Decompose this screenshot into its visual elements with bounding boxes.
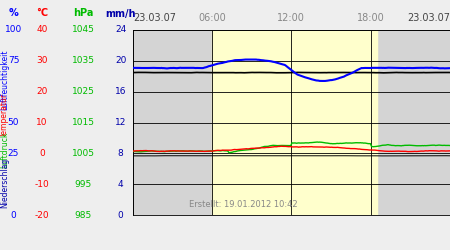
Bar: [212, 30, 378, 215]
Text: 0: 0: [11, 210, 16, 220]
Text: -20: -20: [35, 210, 49, 220]
Text: 20: 20: [115, 56, 126, 65]
Text: mm/h: mm/h: [105, 8, 136, 18]
Text: 30: 30: [36, 56, 48, 65]
Text: 1005: 1005: [72, 149, 95, 158]
Text: 23.03.07: 23.03.07: [133, 12, 176, 22]
Text: 50: 50: [8, 118, 19, 127]
Text: 25: 25: [8, 149, 19, 158]
Text: 12:00: 12:00: [278, 12, 305, 22]
Text: 20: 20: [36, 87, 48, 96]
Text: 1035: 1035: [72, 56, 95, 65]
Text: %: %: [9, 8, 18, 18]
Text: 23.03.07: 23.03.07: [407, 12, 450, 22]
Text: 40: 40: [36, 26, 48, 35]
Text: -10: -10: [35, 180, 49, 189]
Text: 1015: 1015: [72, 118, 95, 127]
Text: 1045: 1045: [72, 26, 94, 35]
Text: 985: 985: [75, 210, 92, 220]
Text: Niederschlag: Niederschlag: [0, 158, 9, 208]
Text: 10: 10: [36, 118, 48, 127]
Text: 12: 12: [115, 118, 126, 127]
Text: 75: 75: [8, 56, 19, 65]
Text: 995: 995: [75, 180, 92, 189]
Text: 16: 16: [115, 87, 126, 96]
Text: 0: 0: [118, 210, 123, 220]
Text: hPa: hPa: [73, 8, 94, 18]
Text: 0: 0: [39, 149, 45, 158]
Text: °C: °C: [36, 8, 48, 18]
Text: 18:00: 18:00: [357, 12, 385, 22]
Text: Luftfeuchtigkeit: Luftfeuchtigkeit: [0, 50, 9, 110]
Text: Luftdruck: Luftdruck: [0, 132, 9, 168]
Text: 4: 4: [118, 180, 123, 189]
Text: 8: 8: [118, 149, 123, 158]
Text: Erstellt: 19.01.2012 10:42: Erstellt: 19.01.2012 10:42: [189, 200, 298, 209]
Text: 1025: 1025: [72, 87, 94, 96]
Text: Temperatur: Temperatur: [0, 93, 9, 137]
Text: 24: 24: [115, 26, 126, 35]
Text: 100: 100: [5, 26, 22, 35]
Text: 06:00: 06:00: [198, 12, 226, 22]
